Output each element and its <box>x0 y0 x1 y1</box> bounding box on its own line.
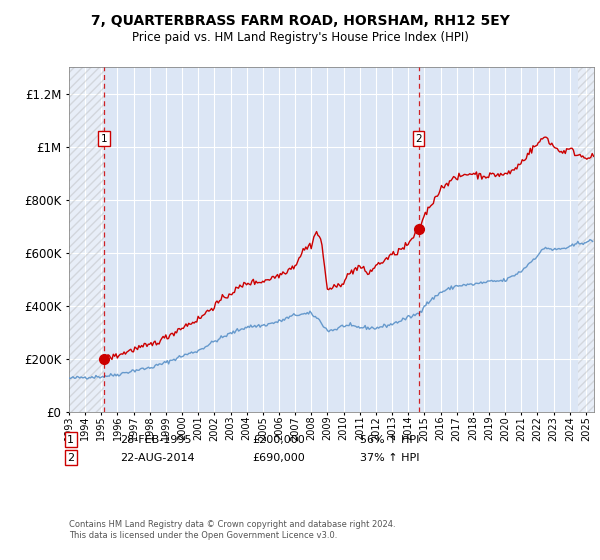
Text: 1: 1 <box>101 134 107 144</box>
Text: 2: 2 <box>415 134 422 144</box>
Text: 1: 1 <box>67 435 74 445</box>
Text: Price paid vs. HM Land Registry's House Price Index (HPI): Price paid vs. HM Land Registry's House … <box>131 31 469 44</box>
Text: This data is licensed under the Open Government Licence v3.0.: This data is licensed under the Open Gov… <box>69 531 337 540</box>
Text: 56% ↑ HPI: 56% ↑ HPI <box>360 435 419 445</box>
Text: 2: 2 <box>67 452 74 463</box>
Bar <box>578 67 594 412</box>
Text: 7, QUARTERBRASS FARM ROAD, HORSHAM, RH12 5EY: 7, QUARTERBRASS FARM ROAD, HORSHAM, RH12… <box>91 14 509 28</box>
Text: 28-FEB-1995: 28-FEB-1995 <box>120 435 191 445</box>
Bar <box>69 67 104 412</box>
Text: £200,000: £200,000 <box>252 435 305 445</box>
Text: Contains HM Land Registry data © Crown copyright and database right 2024.: Contains HM Land Registry data © Crown c… <box>69 520 395 529</box>
Text: 37% ↑ HPI: 37% ↑ HPI <box>360 452 419 463</box>
Text: £690,000: £690,000 <box>252 452 305 463</box>
Text: 22-AUG-2014: 22-AUG-2014 <box>120 452 194 463</box>
